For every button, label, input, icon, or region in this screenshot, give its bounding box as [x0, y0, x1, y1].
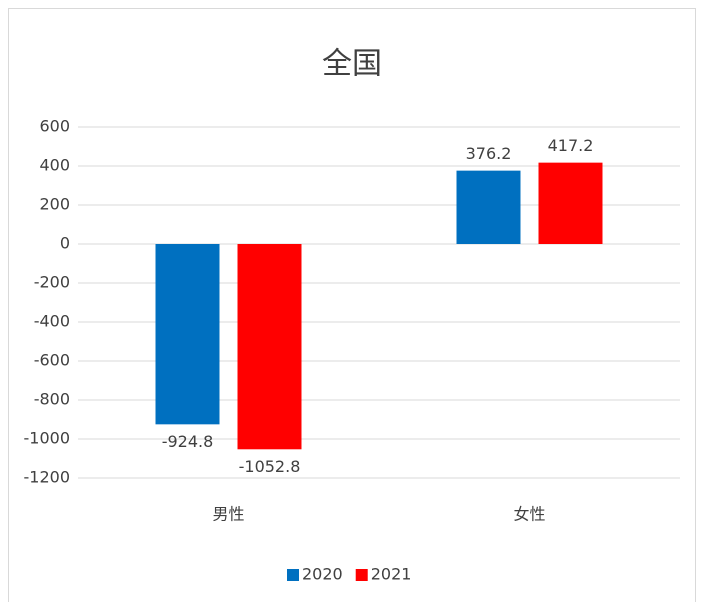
bar	[237, 244, 302, 450]
y-tick-label: 0	[60, 234, 70, 253]
legend-swatch	[287, 569, 299, 581]
bar	[456, 170, 521, 244]
y-tick-label: -800	[34, 390, 70, 409]
bar	[538, 162, 603, 244]
legend-swatch	[355, 569, 368, 581]
legend-label: 2021	[371, 565, 412, 584]
x-tick-label: 女性	[513, 505, 545, 524]
y-tick-label: 400	[39, 156, 70, 175]
data-label: 376.2	[466, 144, 512, 163]
y-tick-label: -1000	[24, 429, 71, 448]
y-tick-label: -600	[34, 351, 70, 370]
y-tick-label: -400	[34, 312, 70, 331]
chart-title: 全国	[322, 47, 382, 82]
bar	[155, 244, 220, 425]
data-label: 417.2	[548, 136, 594, 155]
chart-frame	[8, 8, 696, 606]
legend-label: 2020	[302, 565, 343, 584]
y-tick-label: 200	[39, 195, 70, 214]
y-tick-label: 600	[39, 117, 70, 136]
x-tick-label: 男性	[212, 505, 244, 524]
y-tick-label: -1200	[24, 468, 71, 487]
data-label: -924.8	[162, 432, 214, 451]
y-tick-label: -200	[34, 273, 70, 292]
data-label: -1052.8	[239, 457, 301, 476]
